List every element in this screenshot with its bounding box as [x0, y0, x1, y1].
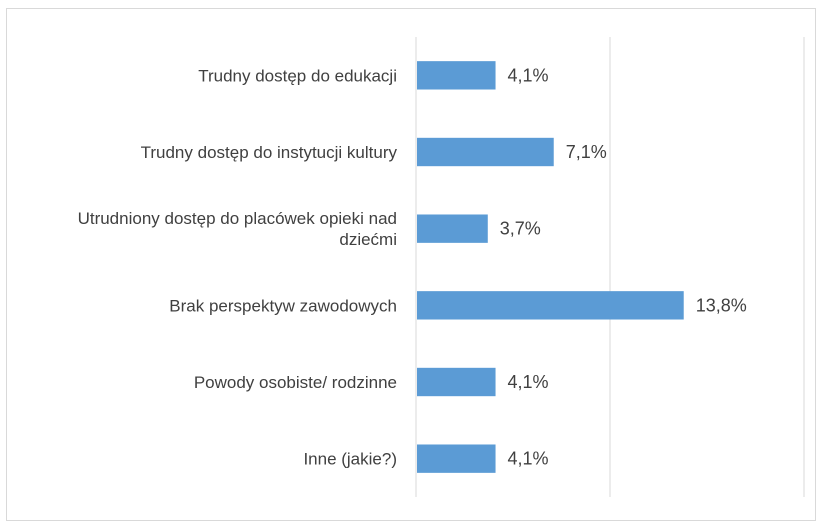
- category-label-0: Trudny dostęp do edukacji: [198, 66, 397, 85]
- category-label-2: Utrudniony dostęp do placówek opieki nad…: [78, 209, 397, 249]
- value-label-2: 3,7%: [500, 219, 541, 239]
- bar-4: [417, 367, 496, 397]
- bar-1: [417, 137, 554, 167]
- bar-3: [417, 291, 684, 320]
- bar-2: [417, 214, 488, 243]
- category-label-line: Trudny dostęp do instytucji kultury: [141, 143, 398, 162]
- value-label-4: 4,1%: [508, 372, 549, 392]
- value-label-5: 4,1%: [508, 449, 549, 469]
- value-label-3: 13,8%: [696, 295, 747, 315]
- category-label-line: Brak perspektyw zawodowych: [169, 296, 397, 315]
- bar-5: [417, 444, 496, 473]
- value-label-1: 7,1%: [566, 142, 607, 162]
- bar-0: [417, 61, 496, 90]
- value-label-0: 4,1%: [508, 65, 549, 85]
- category-label-line: Inne (jakie?): [303, 450, 397, 469]
- category-label-4: Powody osobiste/ rodzinne: [194, 373, 397, 392]
- chart-frame: [6, 8, 816, 521]
- category-label-3: Brak perspektyw zawodowych: [169, 296, 397, 315]
- category-label-line: Powody osobiste/ rodzinne: [194, 373, 397, 392]
- category-label-line: Utrudniony dostęp do placówek opieki nad: [78, 209, 397, 228]
- category-label-line: dziećmi: [339, 230, 397, 249]
- category-label-line: Trudny dostęp do edukacji: [198, 66, 397, 85]
- category-label-5: Inne (jakie?): [303, 450, 397, 469]
- category-label-1: Trudny dostęp do instytucji kultury: [141, 143, 398, 162]
